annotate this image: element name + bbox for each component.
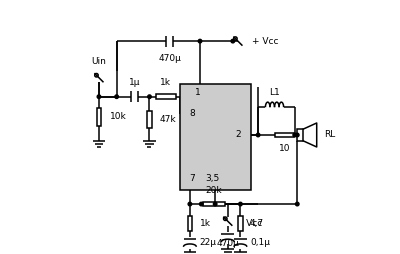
Bar — [275, 133, 294, 137]
Text: 1k: 1k — [200, 219, 210, 228]
Bar — [238, 216, 243, 231]
Circle shape — [256, 133, 260, 137]
Bar — [297, 129, 303, 141]
Bar — [156, 94, 176, 99]
Text: 8: 8 — [190, 109, 195, 118]
Text: 20k: 20k — [206, 186, 222, 195]
Circle shape — [231, 39, 235, 43]
Text: 10: 10 — [279, 144, 290, 153]
Text: 0,1µ: 0,1µ — [250, 238, 270, 247]
Bar — [97, 108, 101, 126]
Circle shape — [239, 202, 242, 206]
Text: RL: RL — [324, 131, 335, 139]
Text: 10k: 10k — [110, 113, 126, 121]
Circle shape — [188, 202, 192, 206]
Circle shape — [213, 202, 217, 206]
Text: 1: 1 — [194, 88, 200, 97]
Circle shape — [293, 133, 296, 137]
Text: L1: L1 — [269, 88, 280, 97]
Text: + Vcc: + Vcc — [252, 37, 278, 46]
Circle shape — [148, 95, 151, 99]
Circle shape — [296, 133, 299, 137]
Circle shape — [198, 39, 202, 43]
Bar — [188, 216, 192, 231]
Text: 1µ: 1µ — [128, 78, 140, 87]
Text: 7: 7 — [190, 174, 195, 183]
Bar — [180, 84, 250, 190]
Circle shape — [115, 95, 118, 99]
Text: 470µ: 470µ — [216, 239, 239, 248]
Text: 2: 2 — [235, 131, 241, 139]
Text: 22µ: 22µ — [200, 238, 216, 247]
Bar — [147, 110, 152, 128]
Circle shape — [97, 95, 101, 99]
Text: 47k: 47k — [160, 115, 176, 124]
Text: 1k: 1k — [160, 78, 171, 87]
Circle shape — [200, 202, 203, 206]
Text: 470µ: 470µ — [158, 54, 181, 63]
Text: 3,5: 3,5 — [206, 174, 220, 183]
Text: - Vcc: - Vcc — [240, 219, 263, 228]
Circle shape — [296, 202, 299, 206]
Text: 4,7: 4,7 — [250, 219, 264, 228]
Bar — [203, 202, 224, 206]
Text: Uin: Uin — [92, 57, 106, 66]
